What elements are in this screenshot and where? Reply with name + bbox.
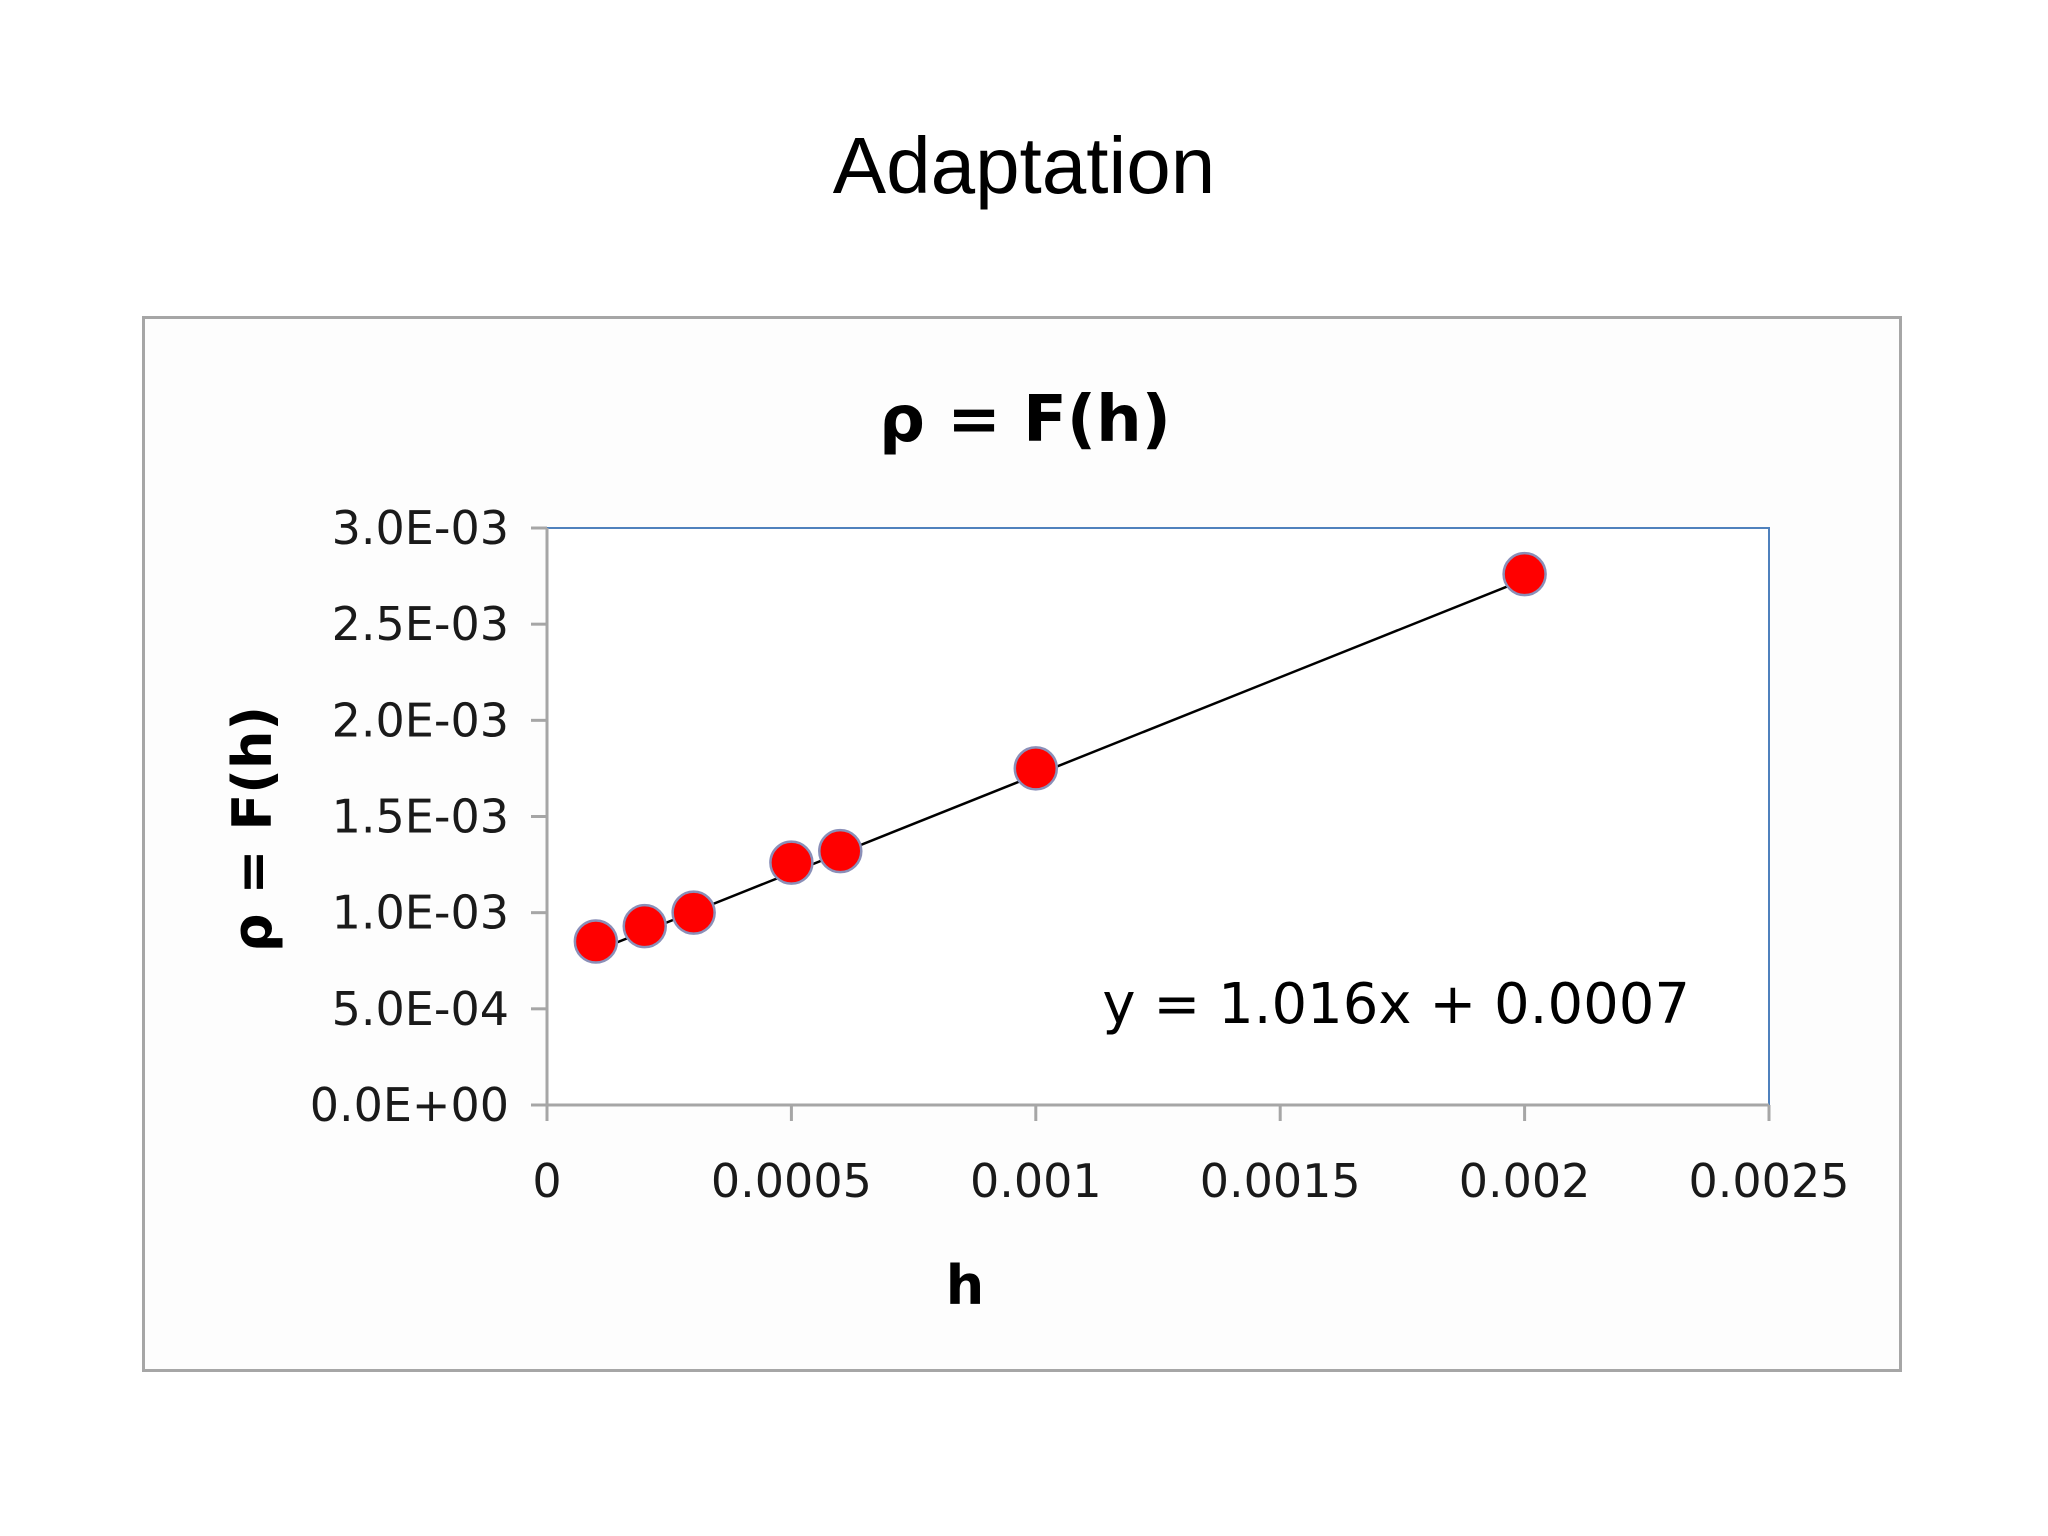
x-tick-label: 0.0005 xyxy=(711,1154,872,1208)
data-point xyxy=(573,919,619,964)
data-point xyxy=(818,828,863,874)
y-tick-label: 5.0E-04 xyxy=(332,982,509,1036)
y-axis-title: ρ = F(h) xyxy=(221,706,284,952)
trendline xyxy=(595,578,1526,952)
x-tick-label: 0.0025 xyxy=(1689,1154,1850,1208)
slide-title: Adaptation xyxy=(832,121,1216,210)
y-tick-label: 3.0E-03 xyxy=(332,501,509,555)
y-tick-label: 1.0E-03 xyxy=(332,886,509,940)
y-tick-label: 0.0E+00 xyxy=(310,1078,509,1132)
x-tick-label: 0.0015 xyxy=(1200,1154,1361,1208)
chart-title: ρ = F(h) xyxy=(879,383,1171,457)
x-axis-title: h xyxy=(946,1254,984,1317)
plot-area xyxy=(546,527,1770,1106)
scatter-chart: ρ = F(h) 0.0E+00 5.0E-04 1.0E-03 1.5E-03 2.0E… xyxy=(221,383,1850,1317)
x-tick-label: 0 xyxy=(532,1154,561,1208)
data-point xyxy=(671,890,716,935)
data-point xyxy=(769,840,814,885)
trendline-equation: y = 1.016x + 0.0007 xyxy=(1102,972,1690,1037)
data-point xyxy=(1502,551,1547,597)
x-tick-label: 0.001 xyxy=(970,1154,1102,1208)
data-point xyxy=(622,903,668,949)
y-tick-label: 2.5E-03 xyxy=(332,597,509,651)
y-tick-label: 2.0E-03 xyxy=(332,693,509,747)
data-point xyxy=(1013,746,1059,791)
x-tick-label: 0.002 xyxy=(1459,1154,1591,1208)
y-tick-label: 1.5E-03 xyxy=(332,790,509,844)
chart-area: ρ = F(h) 0.0E+00 5.0E-04 1.0E-03 1.5E-03 2.0E… xyxy=(142,316,1902,1372)
